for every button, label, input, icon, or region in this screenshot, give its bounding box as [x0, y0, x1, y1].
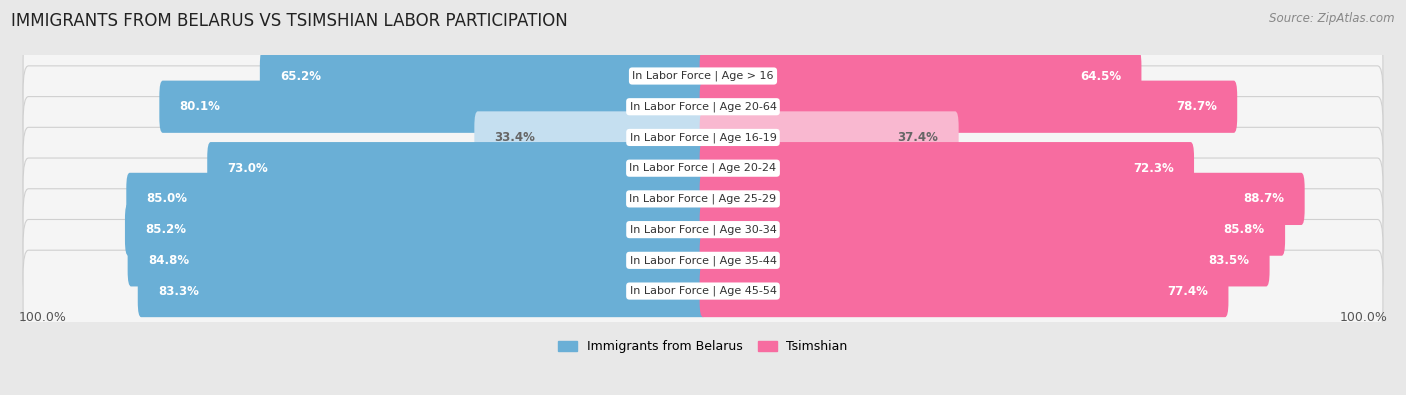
Text: 83.3%: 83.3%: [157, 284, 198, 297]
Text: 85.0%: 85.0%: [146, 192, 187, 205]
Text: In Labor Force | Age 16-19: In Labor Force | Age 16-19: [630, 132, 776, 143]
Text: IMMIGRANTS FROM BELARUS VS TSIMSHIAN LABOR PARTICIPATION: IMMIGRANTS FROM BELARUS VS TSIMSHIAN LAB…: [11, 12, 568, 30]
Text: 83.5%: 83.5%: [1208, 254, 1250, 267]
FancyBboxPatch shape: [125, 203, 706, 256]
Text: 65.2%: 65.2%: [280, 70, 321, 83]
FancyBboxPatch shape: [700, 111, 959, 164]
Text: 85.2%: 85.2%: [145, 223, 186, 236]
Text: 78.7%: 78.7%: [1175, 100, 1218, 113]
Text: In Labor Force | Age 20-24: In Labor Force | Age 20-24: [630, 163, 776, 173]
FancyBboxPatch shape: [159, 81, 706, 133]
Text: 100.0%: 100.0%: [1340, 311, 1388, 324]
FancyBboxPatch shape: [700, 142, 1194, 194]
Text: In Labor Force | Age 30-34: In Labor Force | Age 30-34: [630, 224, 776, 235]
Text: In Labor Force | Age 45-54: In Labor Force | Age 45-54: [630, 286, 776, 296]
FancyBboxPatch shape: [138, 265, 706, 317]
Text: 64.5%: 64.5%: [1080, 70, 1121, 83]
Text: 100.0%: 100.0%: [18, 311, 66, 324]
Legend: Immigrants from Belarus, Tsimshian: Immigrants from Belarus, Tsimshian: [553, 335, 853, 358]
Text: 85.8%: 85.8%: [1223, 223, 1265, 236]
FancyBboxPatch shape: [128, 234, 706, 286]
FancyBboxPatch shape: [207, 142, 706, 194]
Text: 37.4%: 37.4%: [897, 131, 938, 144]
FancyBboxPatch shape: [260, 50, 706, 102]
FancyBboxPatch shape: [700, 50, 1142, 102]
FancyBboxPatch shape: [22, 250, 1384, 332]
FancyBboxPatch shape: [700, 173, 1305, 225]
FancyBboxPatch shape: [22, 97, 1384, 178]
FancyBboxPatch shape: [474, 111, 706, 164]
Text: 80.1%: 80.1%: [180, 100, 221, 113]
Text: 84.8%: 84.8%: [148, 254, 188, 267]
Text: 73.0%: 73.0%: [228, 162, 269, 175]
Text: In Labor Force | Age 20-64: In Labor Force | Age 20-64: [630, 102, 776, 112]
FancyBboxPatch shape: [22, 158, 1384, 240]
Text: 72.3%: 72.3%: [1133, 162, 1174, 175]
Text: In Labor Force | Age > 16: In Labor Force | Age > 16: [633, 71, 773, 81]
FancyBboxPatch shape: [127, 173, 706, 225]
FancyBboxPatch shape: [22, 66, 1384, 148]
FancyBboxPatch shape: [700, 203, 1285, 256]
Text: In Labor Force | Age 35-44: In Labor Force | Age 35-44: [630, 255, 776, 265]
FancyBboxPatch shape: [22, 220, 1384, 301]
FancyBboxPatch shape: [22, 35, 1384, 117]
FancyBboxPatch shape: [22, 127, 1384, 209]
FancyBboxPatch shape: [700, 234, 1270, 286]
FancyBboxPatch shape: [700, 81, 1237, 133]
Text: In Labor Force | Age 25-29: In Labor Force | Age 25-29: [630, 194, 776, 204]
FancyBboxPatch shape: [700, 265, 1229, 317]
Text: Source: ZipAtlas.com: Source: ZipAtlas.com: [1270, 12, 1395, 25]
Text: 33.4%: 33.4%: [495, 131, 536, 144]
Text: 88.7%: 88.7%: [1243, 192, 1285, 205]
Text: 77.4%: 77.4%: [1167, 284, 1208, 297]
FancyBboxPatch shape: [22, 189, 1384, 271]
